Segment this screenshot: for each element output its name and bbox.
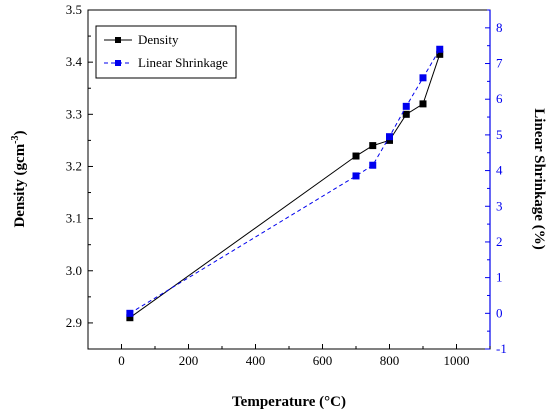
y-left-tick-label-5: 3.4 xyxy=(66,54,83,69)
series-layer xyxy=(126,45,444,322)
y-left-axis-title-tail: ) xyxy=(12,130,28,135)
series-0-point-0 xyxy=(126,314,134,322)
y-left-axis-ticks: 2.9 3.0 3.1 3.2 3.3 3.4 3.5 xyxy=(66,2,93,350)
legend-marker-density xyxy=(115,37,121,43)
series-1-point-3 xyxy=(386,133,393,141)
series-0-point-4 xyxy=(402,110,410,118)
legend-label-density: Density xyxy=(138,32,179,47)
y-left-axis-title-sup: -3 xyxy=(10,135,21,143)
series-line-0 xyxy=(129,54,441,319)
y-left-tick-label-3: 3.2 xyxy=(66,158,82,173)
series-1-point-6 xyxy=(436,45,444,53)
y-right-tick-label-6: 5 xyxy=(496,127,503,142)
series-0-point-2 xyxy=(369,142,377,150)
x-tick-label-5: 1000 xyxy=(444,353,470,368)
y-right-tick-label-0: -1 xyxy=(496,341,507,356)
legend-marker-shrinkage xyxy=(115,60,121,66)
y-right-tick-label-7: 6 xyxy=(496,91,503,106)
legend-label-shrinkage: Linear Shrinkage xyxy=(138,55,228,70)
series-1-point-2 xyxy=(369,161,377,169)
y-right-tick-label-9: 8 xyxy=(496,20,503,35)
series-1-point-1 xyxy=(352,172,360,180)
series-0-point-5 xyxy=(419,100,427,108)
x-tick-label-1: 200 xyxy=(179,353,199,368)
x-tick-label-4: 800 xyxy=(380,353,400,368)
series-0-point-3 xyxy=(386,136,393,144)
x-axis-title: Temperature (°C) xyxy=(232,394,346,410)
x-tick-label-3: 600 xyxy=(313,353,333,368)
y-left-tick-label-2: 3.1 xyxy=(66,211,82,226)
y-right-tick-label-4: 3 xyxy=(496,198,503,213)
series-0-point-6 xyxy=(436,50,444,58)
series-line-1 xyxy=(129,48,441,314)
y-left-tick-label-0: 2.9 xyxy=(66,315,82,330)
y-right-axis-title: Linear Shrinkage (%) xyxy=(531,108,547,249)
y-right-tick-label-8: 7 xyxy=(496,56,503,71)
y-left-tick-label-1: 3.0 xyxy=(66,263,82,278)
legend: Density Linear Shrinkage xyxy=(95,25,237,79)
x-axis-ticks: 0 200 400 600 800 1000 xyxy=(87,344,491,368)
series-0-point-1 xyxy=(352,152,360,160)
y-left-axis-title: Density (gcm-3) xyxy=(10,130,28,227)
y-right-axis-ticks: -1 0 1 2 3 4 5 6 7 8 xyxy=(485,9,507,356)
legend-box xyxy=(95,25,237,79)
x-tick-label-2: 400 xyxy=(246,353,266,368)
x-tick-label-0: 0 xyxy=(118,353,125,368)
y-left-axis-title-main: Density (gcm xyxy=(12,143,28,227)
series-1-point-0 xyxy=(126,309,134,317)
y-left-tick-label-4: 3.3 xyxy=(66,106,82,121)
series-1-point-5 xyxy=(419,74,427,82)
y-left-tick-label-6: 3.5 xyxy=(66,2,82,17)
y-right-tick-label-1: 0 xyxy=(496,305,503,320)
y-right-tick-label-3: 2 xyxy=(496,234,503,249)
series-1-point-4 xyxy=(402,102,410,110)
y-right-tick-label-2: 1 xyxy=(496,270,503,285)
y-right-tick-label-5: 4 xyxy=(496,163,503,178)
